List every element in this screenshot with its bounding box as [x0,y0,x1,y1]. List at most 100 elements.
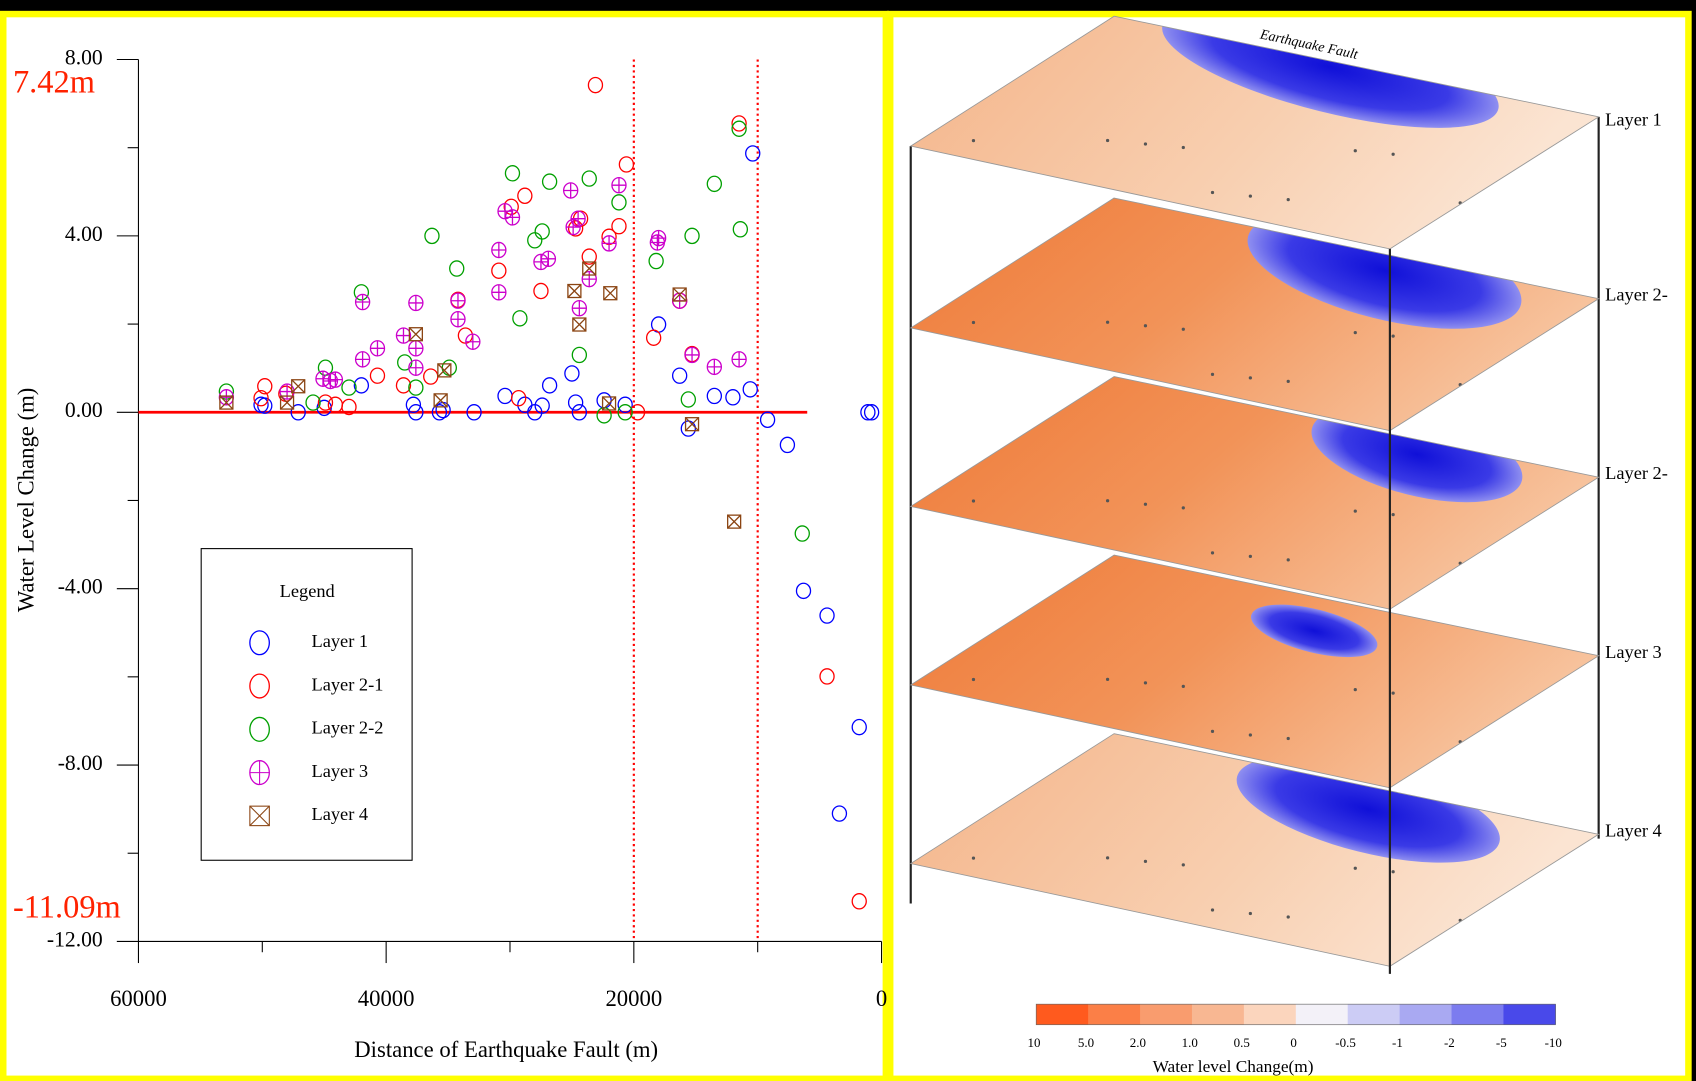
y-axis-label: Water Level Change (m) [13,388,38,613]
well-dot [972,856,975,859]
well-dot [1354,149,1357,152]
annotation: -11.09m [13,889,121,925]
colorbar-swatch [1140,1004,1192,1025]
legend-label: Layer 2-1 [312,674,384,694]
colorbar-label: 0.5 [1234,1035,1250,1050]
colorbar-swatch [1244,1004,1296,1025]
well-dot [1106,139,1109,142]
point [370,341,384,356]
colorbar-label: -10 [1545,1035,1562,1050]
well-dot [1106,499,1109,502]
layer-label: Layer 3 [1605,642,1662,662]
point [328,372,342,387]
well-dot [1182,328,1185,331]
point [541,251,555,266]
point [652,231,666,246]
colorbar-swatch [1036,1004,1088,1025]
colorbar-title: Water level Change(m) [1153,1057,1314,1076]
point [572,301,586,316]
well-dot [1106,678,1109,681]
layer-label: Layer 4 [1605,820,1662,840]
well-dot [1106,321,1109,324]
well-dot [1249,194,1252,197]
point [409,295,423,310]
layer-label: Layer 1 [1605,109,1662,129]
well-dot [1144,860,1147,863]
legend-label: Layer 1 [312,631,369,651]
point [534,254,548,269]
colorbar-label: 0 [1290,1035,1296,1050]
y-tick-label: 4.00 [65,222,103,246]
colorbar-swatch [1192,1004,1244,1025]
colorbar-label: -0.5 [1335,1035,1356,1050]
point [564,183,578,198]
well-dot [1354,688,1357,691]
well-dot [1249,912,1252,915]
point [612,178,626,193]
x-tick-label: 60000 [110,986,167,1011]
colorbar-swatch [1088,1004,1140,1025]
well-dot [1354,509,1357,512]
well-dot [1392,153,1395,156]
annotation: 7.42m [13,65,95,101]
point [602,236,616,251]
point [707,359,721,374]
well-dot [1144,503,1147,506]
point [356,294,370,309]
point [732,352,746,367]
well-dot [1144,142,1147,145]
colorbar-label: 10 [1028,1035,1041,1050]
well-dot [972,321,975,324]
point [685,347,699,362]
well-dot [1182,506,1185,509]
legend-label: Layer 3 [312,761,369,781]
well-dot [1354,867,1357,870]
well-dot [1287,380,1290,383]
x-axis-label: Distance of Earthquake Fault (m) [354,1037,658,1062]
legend-label: Layer 2-2 [312,718,384,738]
legend-label: Layer 4 [312,804,369,824]
page: {"chart_data":{"type":"scatter", "x_labe… [0,0,1696,1081]
colorbar-label: -1 [1392,1035,1403,1050]
well-dot [1182,685,1185,688]
left-panel [3,14,886,1079]
colorbar-label: 5.0 [1078,1035,1094,1050]
well-dot [1392,513,1395,516]
well-dot [1287,558,1290,561]
well-dot [1211,730,1214,733]
legend-title: Legend [280,581,335,601]
colorbar-swatch [1400,1004,1452,1025]
well-dot [1287,737,1290,740]
colorbar-swatch [1452,1004,1504,1025]
colorbar-label: -2 [1444,1035,1455,1050]
point [451,312,465,327]
point [571,211,585,226]
x-tick-label: 20000 [605,986,662,1011]
point [466,334,480,349]
well-dot [1354,331,1357,334]
colorbar-label: 2.0 [1130,1035,1146,1050]
layer-label: Layer 2- [1605,463,1668,483]
point [505,210,519,225]
chart: Distance of Earthquake Fault (m) Water L… [0,0,1696,1081]
point [492,285,506,300]
well-dot [1287,198,1290,201]
colorbar-swatch [1296,1004,1348,1025]
point [451,293,465,308]
point [492,242,506,257]
well-dot [1392,870,1395,873]
point [409,341,423,356]
point [356,352,370,367]
y-tick-label: 0.00 [65,398,103,422]
well-dot [972,678,975,681]
colorbar-swatch [1503,1004,1555,1025]
well-dot [972,499,975,502]
layer-label: Layer 2- [1605,285,1668,305]
well-dot [1182,863,1185,866]
y-tick-label: -4.00 [58,575,103,599]
well-dot [1249,733,1252,736]
well-dot [1211,373,1214,376]
well-dot [1144,681,1147,684]
x-tick-label: 0 [876,986,887,1011]
colorbar-swatch [1348,1004,1400,1025]
